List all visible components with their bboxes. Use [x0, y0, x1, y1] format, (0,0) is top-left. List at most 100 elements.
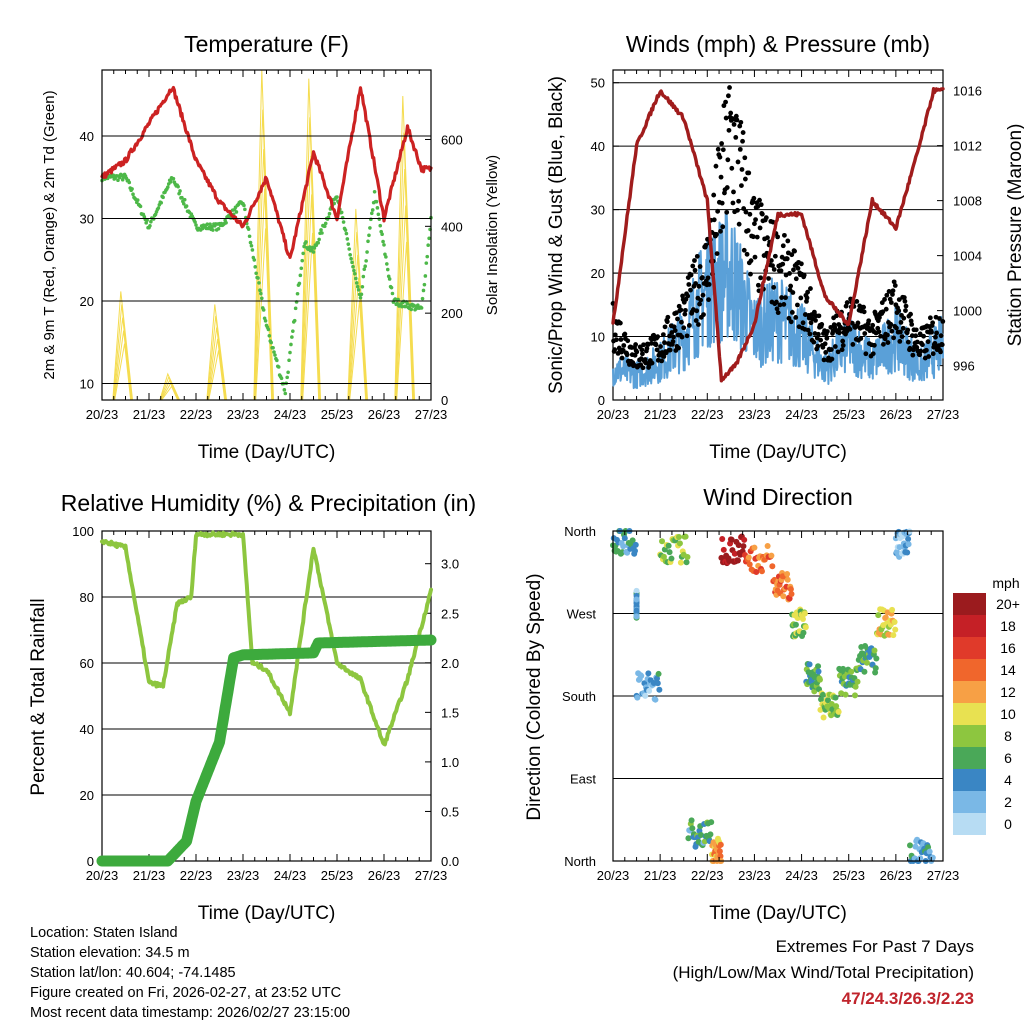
gust-point [805, 289, 811, 295]
gust-point [733, 113, 739, 119]
gust-point [758, 202, 764, 208]
dewpoint-point [248, 240, 253, 245]
gust-point [698, 297, 704, 303]
dewpoint-point [360, 284, 365, 289]
direction-point [642, 692, 649, 699]
dewpoint-point [276, 365, 281, 369]
dewpoint-point [181, 201, 186, 206]
dewpoint-point [266, 327, 271, 332]
gust-point [735, 159, 741, 165]
gust-point [897, 329, 903, 335]
gust-point [750, 234, 756, 240]
humidity-ylabel: Percent & Total Rainfall [28, 598, 49, 795]
temperature-y2tick-label: 600 [441, 132, 463, 147]
dewpoint-point [405, 302, 410, 306]
gust-point [685, 293, 691, 299]
dewpoint-point [364, 259, 368, 263]
direction-point [784, 571, 791, 578]
gust-point [785, 238, 791, 244]
gust-point [779, 295, 784, 300]
dewpoint-point [374, 199, 379, 204]
gust-point [795, 302, 800, 308]
pressure-line [611, 86, 945, 383]
gust-point [805, 327, 811, 333]
winds-ytick-label: 0 [598, 393, 605, 408]
gust-point [625, 338, 631, 344]
gust-point [899, 334, 905, 340]
dewpoint-point [279, 376, 284, 381]
dewpoint-point [273, 353, 277, 357]
gust-point [932, 340, 938, 346]
gust-point [820, 344, 826, 350]
gust-point [715, 146, 721, 152]
direction-point [819, 691, 826, 698]
direction-point [684, 553, 691, 560]
humidity-title: Relative Humidity (%) & Precipitation (i… [61, 490, 476, 516]
dewpoint-point [149, 219, 153, 224]
dewpoint-point [166, 185, 170, 189]
dewpoint-point [376, 212, 381, 217]
direction-xtick-label: 27/23 [927, 868, 960, 883]
direction-point [654, 680, 661, 687]
dewpoint-point [346, 242, 351, 246]
gust-point [693, 281, 698, 286]
direction-point [654, 675, 660, 682]
dewpoint-point [275, 358, 279, 363]
direction-ylabel: Direction (Colored By Speed) [524, 573, 545, 820]
dewpoint-point [377, 217, 382, 221]
humidity-xtick-label: 23/23 [227, 868, 260, 883]
dewpoint-point [161, 195, 165, 200]
direction-point [665, 542, 672, 549]
direction-xlabel: Time (Day/UTC) [709, 903, 847, 924]
direction-xtick-label: 24/23 [785, 868, 818, 883]
dewpoint-point [242, 203, 246, 208]
solar-insolation-line [161, 385, 179, 401]
dewpoint-point [367, 233, 371, 238]
direction-point [621, 535, 628, 542]
dewpoint-point [130, 187, 134, 191]
winds-y2tick-label: 1004 [953, 249, 982, 264]
gust-point [771, 267, 777, 272]
dewpoint-point [356, 288, 361, 292]
gust-point [807, 331, 813, 337]
dewpoint-point [420, 296, 425, 301]
direction-xtick-label: 25/23 [832, 868, 865, 883]
gust-point [775, 310, 781, 316]
gust-point [930, 320, 936, 326]
gust-point [679, 319, 684, 325]
dewpoint-point [382, 243, 386, 247]
dewpoint-point [131, 192, 135, 196]
gust-point [723, 115, 729, 121]
humidity-xtick-label: 24/23 [274, 868, 307, 883]
temperature-ylabel: 2m & 9m T (Red, Orange) & 2m Td (Green) [41, 90, 58, 379]
solar-insolation-line [114, 343, 132, 401]
dewpoint-point [426, 243, 430, 247]
dewpoint-point [423, 274, 428, 278]
direction-point [904, 549, 911, 556]
gust-point [733, 135, 739, 140]
winds-ytick-label: 10 [591, 330, 605, 345]
gust-point [754, 234, 760, 240]
gust-point [766, 276, 771, 281]
direction-point [633, 607, 640, 614]
dewpoint-point [368, 226, 372, 230]
gust-point [772, 253, 778, 259]
dewpoint-point [409, 307, 414, 312]
gust-point [741, 247, 747, 253]
dewpoint-point [385, 262, 389, 266]
precipitation-line [96, 634, 437, 867]
dewpoint-point [182, 197, 187, 202]
direction-point [717, 841, 724, 848]
dewpoint-point [148, 223, 152, 228]
gust-point [891, 335, 896, 341]
gust-point [725, 157, 731, 163]
gust-point [730, 200, 736, 206]
dewpoint-point [261, 308, 266, 312]
gust-point [618, 337, 624, 342]
gust-point [612, 332, 618, 338]
dewpoint-point [111, 173, 116, 177]
dewpoint-point [363, 264, 368, 268]
gust-point [658, 344, 663, 349]
gust-point [788, 319, 794, 325]
colorbar-swatch [953, 615, 986, 637]
